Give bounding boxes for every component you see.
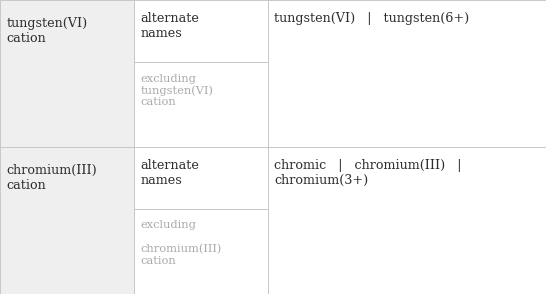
Bar [134,209,268,294]
Bar [0,147,134,294]
Bar [134,0,268,62]
Text: chromium(III)
cation: chromium(III) cation [7,164,97,192]
Bar [134,62,268,147]
Bar [268,0,546,147]
Text: excluding

chromium(III)
cation: excluding chromium(III) cation [140,220,222,266]
Text: tungsten(VI)
cation: tungsten(VI) cation [7,17,88,45]
Bar [0,0,134,147]
Bar [134,147,268,209]
Text: alternate
names: alternate names [140,12,199,40]
Text: tungsten(VI)   |   tungsten(6+): tungsten(VI) | tungsten(6+) [274,12,470,25]
Text: alternate
names: alternate names [140,159,199,187]
Text: chromic   |   chromium(III)   |
chromium(3+): chromic | chromium(III) | chromium(3+) [274,159,461,187]
Bar [268,147,546,294]
Text: excluding
tungsten(VI)
cation: excluding tungsten(VI) cation [140,74,213,107]
